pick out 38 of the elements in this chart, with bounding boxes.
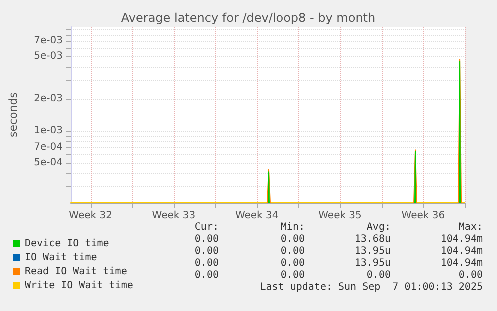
y-tick-label: 5e-04 — [34, 157, 63, 168]
text: Max: — [458, 222, 483, 234]
text: 13.95u — [354, 258, 391, 270]
y-tick-label: 7e-04 — [34, 142, 63, 153]
text: 104.94m — [440, 258, 483, 270]
y-tick-label: 1e-03 — [34, 125, 63, 136]
text: 13.68u — [354, 234, 391, 246]
text: Cur: — [194, 222, 219, 234]
text: 0.00 — [194, 258, 219, 270]
text: 0.00 — [366, 270, 391, 282]
y-tick-label: 7e-03 — [34, 36, 63, 47]
text: 104.94m — [440, 246, 483, 258]
text: 0.00 — [280, 258, 305, 270]
legend-label: Device IO time — [25, 238, 110, 250]
text: Avg: — [366, 222, 391, 234]
x-tick-label: Week 33 — [152, 210, 196, 222]
legend-label: Read IO Wait time — [25, 266, 128, 278]
text: 0.00 — [194, 270, 219, 282]
x-tick-label: Week 32 — [69, 210, 112, 222]
chart-title: Average latency for /dev/loop8 - by month — [121, 11, 376, 25]
text: 0.00 — [458, 270, 483, 282]
legend-label: IO Wait time — [25, 252, 98, 264]
text: 0.00 — [194, 246, 219, 258]
text: Min: — [280, 222, 305, 234]
text: 104.94m — [440, 234, 483, 246]
text: 0.00 — [194, 234, 219, 246]
text: 0.00 — [280, 246, 305, 258]
text: Last update: Sun Sep 7 01:00:13 2025 — [260, 282, 483, 294]
legend-label: Write IO Wait time — [25, 280, 134, 292]
y-axis-title: seconds — [7, 92, 20, 138]
text: 13.95u — [354, 246, 391, 258]
x-tick-label: Week 35 — [318, 210, 362, 222]
text: 0.00 — [280, 234, 305, 246]
y-tick-label: 5e-03 — [34, 51, 63, 62]
y-tick-label: 2e-03 — [34, 93, 63, 104]
text: 0.00 — [280, 270, 305, 282]
x-tick-label: Week 36 — [402, 210, 446, 222]
x-tick-label: Week 34 — [235, 210, 279, 222]
